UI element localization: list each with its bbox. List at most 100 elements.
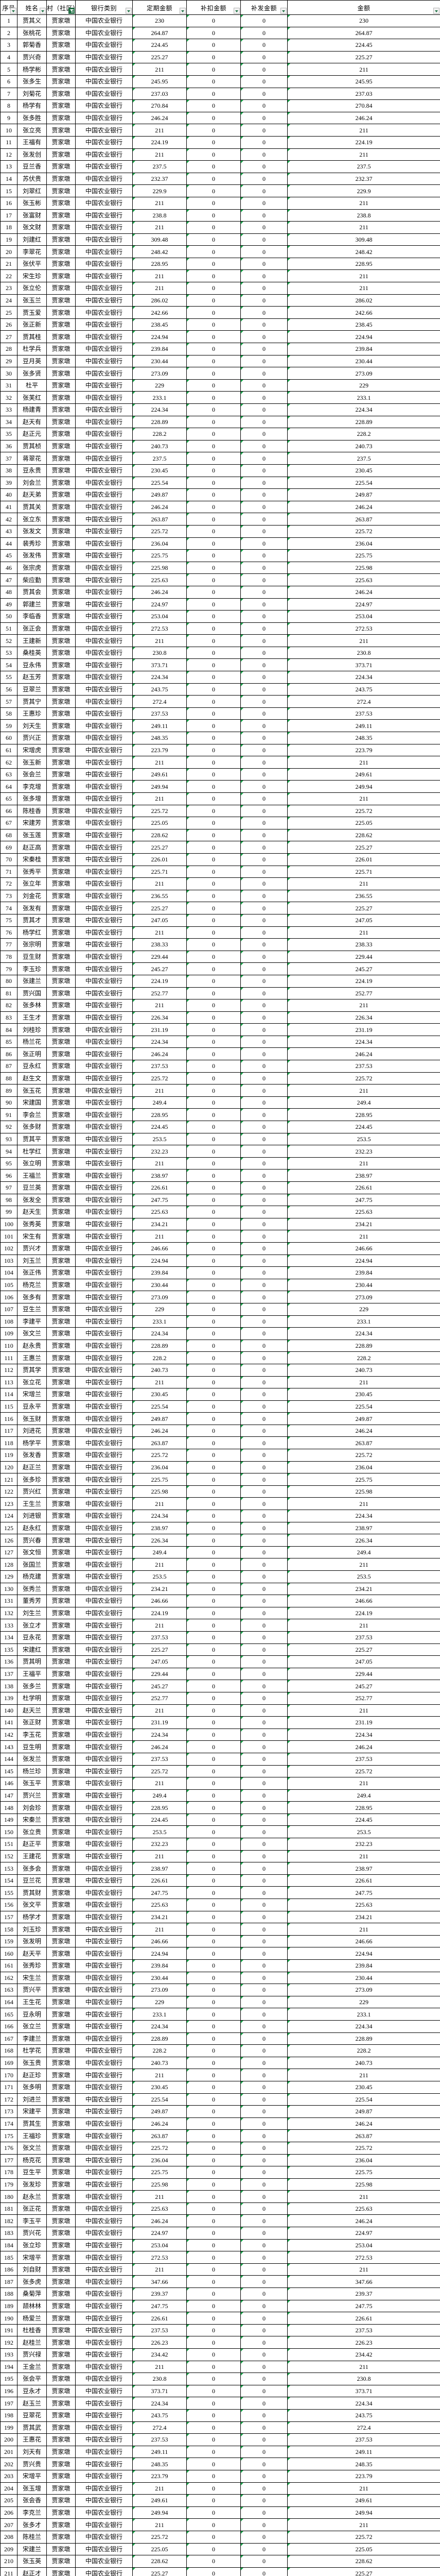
cell-regular[interactable]: 253.5 — [132, 1570, 187, 1583]
cell-index[interactable]: 74 — [0, 902, 17, 914]
cell-name[interactable]: 张立花 — [17, 1376, 47, 1389]
cell-deduct[interactable]: 0 — [186, 1570, 241, 1583]
cell-regular[interactable]: 249.94 — [132, 780, 187, 793]
cell-index[interactable]: 96 — [0, 1169, 17, 1182]
cell-name[interactable]: 张宗明 — [17, 938, 47, 951]
cell-village[interactable]: 贾家墩 — [46, 1132, 76, 1146]
cell-deduct[interactable]: 0 — [186, 318, 241, 331]
cell-deduct[interactable]: 0 — [186, 2312, 241, 2325]
cell-reissue[interactable]: 0 — [240, 877, 288, 890]
cell-deduct[interactable]: 0 — [186, 2397, 241, 2410]
cell-village[interactable]: 贾家墩 — [46, 658, 76, 672]
cell-index[interactable]: 196 — [0, 2384, 17, 2398]
cell-name[interactable]: 豆永花 — [17, 1631, 47, 1644]
cell-deduct[interactable]: 0 — [186, 513, 241, 526]
cell-deduct[interactable]: 0 — [186, 938, 241, 951]
cell-regular[interactable]: 211 — [132, 124, 187, 137]
cell-index[interactable]: 191 — [0, 2324, 17, 2337]
cell-index[interactable]: 179 — [0, 2178, 17, 2191]
cell-index[interactable]: 59 — [0, 719, 17, 733]
cell-name[interactable]: 张芙红 — [17, 391, 47, 404]
cell-deduct[interactable]: 0 — [186, 354, 241, 368]
cell-bank[interactable]: 中国农业银行 — [75, 2105, 133, 2118]
cell-deduct[interactable]: 0 — [186, 1704, 241, 1717]
cell-name[interactable]: 张发创 — [17, 148, 47, 161]
cell-village[interactable]: 贾家墩 — [46, 646, 76, 659]
cell-deduct[interactable]: 0 — [186, 1266, 241, 1279]
cell-total[interactable]: 373.71 — [287, 2384, 440, 2398]
cell-village[interactable]: 贾家墩 — [46, 1230, 76, 1243]
cell-bank[interactable]: 中国农业银行 — [75, 1461, 133, 1474]
cell-reissue[interactable]: 0 — [240, 1291, 288, 1303]
cell-total[interactable]: 236.04 — [287, 2154, 440, 2167]
cell-index[interactable]: 60 — [0, 732, 17, 744]
cell-index[interactable]: 201 — [0, 2445, 17, 2459]
table-row[interactable]: 28 杜学兵 贾家墩 中国农业银行 239.84 0 0 239.84 — [0, 343, 440, 355]
cell-index[interactable]: 104 — [0, 1266, 17, 1279]
cell-total[interactable]: 211 — [287, 1704, 440, 1717]
table-row[interactable]: 38 豆永贵 贾家墩 中国农业银行 230.45 0 0 230.45 — [0, 464, 440, 477]
cell-total[interactable]: 226.61 — [287, 2312, 440, 2325]
cell-reissue[interactable]: 0 — [240, 926, 288, 939]
cell-deduct[interactable]: 0 — [186, 184, 241, 197]
filter-dropdown-bank[interactable] — [126, 8, 132, 14]
table-row[interactable]: 137 王福平 贾家墩 中国农业银行 229.44 0 0 229.44 — [0, 1667, 440, 1681]
table-row[interactable]: 68 张玉莲 贾家墩 中国农业银行 228.62 0 0 228.62 — [0, 828, 440, 842]
cell-deduct[interactable]: 0 — [186, 1315, 241, 1328]
cell-total[interactable]: 224.97 — [287, 2227, 440, 2240]
cell-total[interactable]: 211 — [287, 282, 440, 295]
cell-index[interactable]: 135 — [0, 1643, 17, 1656]
cell-index[interactable]: 174 — [0, 2117, 17, 2130]
cell-village[interactable]: 贾家墩 — [46, 1862, 76, 1875]
cell-reissue[interactable]: 0 — [240, 282, 288, 295]
cell-regular[interactable]: 230.45 — [132, 464, 187, 477]
cell-village[interactable]: 贾家墩 — [46, 1217, 76, 1231]
cell-deduct[interactable]: 0 — [186, 1121, 241, 1133]
cell-bank[interactable]: 中国农业银行 — [75, 792, 133, 805]
cell-total[interactable]: 240.73 — [287, 2056, 440, 2070]
cell-regular[interactable]: 239.84 — [132, 343, 187, 355]
cell-bank[interactable]: 中国农业银行 — [75, 1339, 133, 1352]
cell-bank[interactable]: 中国农业银行 — [75, 1121, 133, 1133]
cell-village[interactable]: 贾家墩 — [46, 1157, 76, 1170]
cell-name[interactable]: 宋增平 — [17, 2469, 47, 2483]
cell-name[interactable]: 陈桂香 — [17, 804, 47, 818]
cell-regular[interactable]: 253.5 — [132, 1825, 187, 1839]
cell-reissue[interactable]: 0 — [240, 135, 288, 149]
table-row[interactable]: 41 贾其关 贾家墩 中国农业银行 246.24 0 0 246.24 — [0, 500, 440, 514]
cell-deduct[interactable]: 0 — [186, 1825, 241, 1839]
cell-index[interactable]: 50 — [0, 610, 17, 623]
cell-deduct[interactable]: 0 — [186, 1424, 241, 1437]
cell-deduct[interactable]: 0 — [186, 1047, 241, 1061]
cell-index[interactable]: 143 — [0, 1740, 17, 1753]
table-row[interactable]: 155 贾其财 贾家墩 中国农业银行 247.75 0 0 247.75 — [0, 1886, 440, 1900]
cell-reissue[interactable]: 0 — [240, 524, 288, 538]
cell-name[interactable]: 宋建国 — [17, 1096, 47, 1109]
table-row[interactable]: 106 张多有 贾家墩 中国农业银行 273.09 0 0 273.09 — [0, 1291, 440, 1303]
cell-bank[interactable]: 中国农业银行 — [75, 1242, 133, 1255]
cell-reissue[interactable]: 0 — [240, 999, 288, 1012]
cell-regular[interactable]: 225.75 — [132, 1473, 187, 1486]
cell-village[interactable]: 贾家墩 — [46, 938, 76, 951]
table-row[interactable]: 9 张多胜 贾家墩 中国农业银行 246.24 0 0 246.24 — [0, 111, 440, 125]
cell-name[interactable]: 杜学兵 — [17, 343, 47, 355]
cell-total[interactable]: 246.66 — [287, 1242, 440, 1255]
cell-reissue[interactable]: 0 — [240, 1521, 288, 1535]
cell-deduct[interactable]: 0 — [186, 379, 241, 392]
cell-regular[interactable]: 273.09 — [132, 367, 187, 380]
cell-deduct[interactable]: 0 — [186, 828, 241, 842]
cell-index[interactable]: 47 — [0, 573, 17, 586]
cell-village[interactable]: 贾家墩 — [46, 1546, 76, 1559]
cell-total[interactable]: 228.95 — [287, 257, 440, 270]
cell-bank[interactable]: 中国农业银行 — [75, 999, 133, 1012]
cell-name[interactable]: 张正财 — [17, 1716, 47, 1729]
cell-name[interactable]: 宋建兰 — [17, 2543, 47, 2556]
cell-deduct[interactable]: 0 — [186, 1680, 241, 1692]
cell-village[interactable]: 贾家墩 — [46, 221, 76, 234]
cell-index[interactable]: 45 — [0, 549, 17, 562]
cell-total[interactable]: 211 — [287, 221, 440, 234]
cell-index[interactable]: 153 — [0, 1862, 17, 1875]
cell-total[interactable]: 236.04 — [287, 537, 440, 550]
cell-index[interactable]: 176 — [0, 2141, 17, 2155]
cell-index[interactable]: 62 — [0, 756, 17, 769]
